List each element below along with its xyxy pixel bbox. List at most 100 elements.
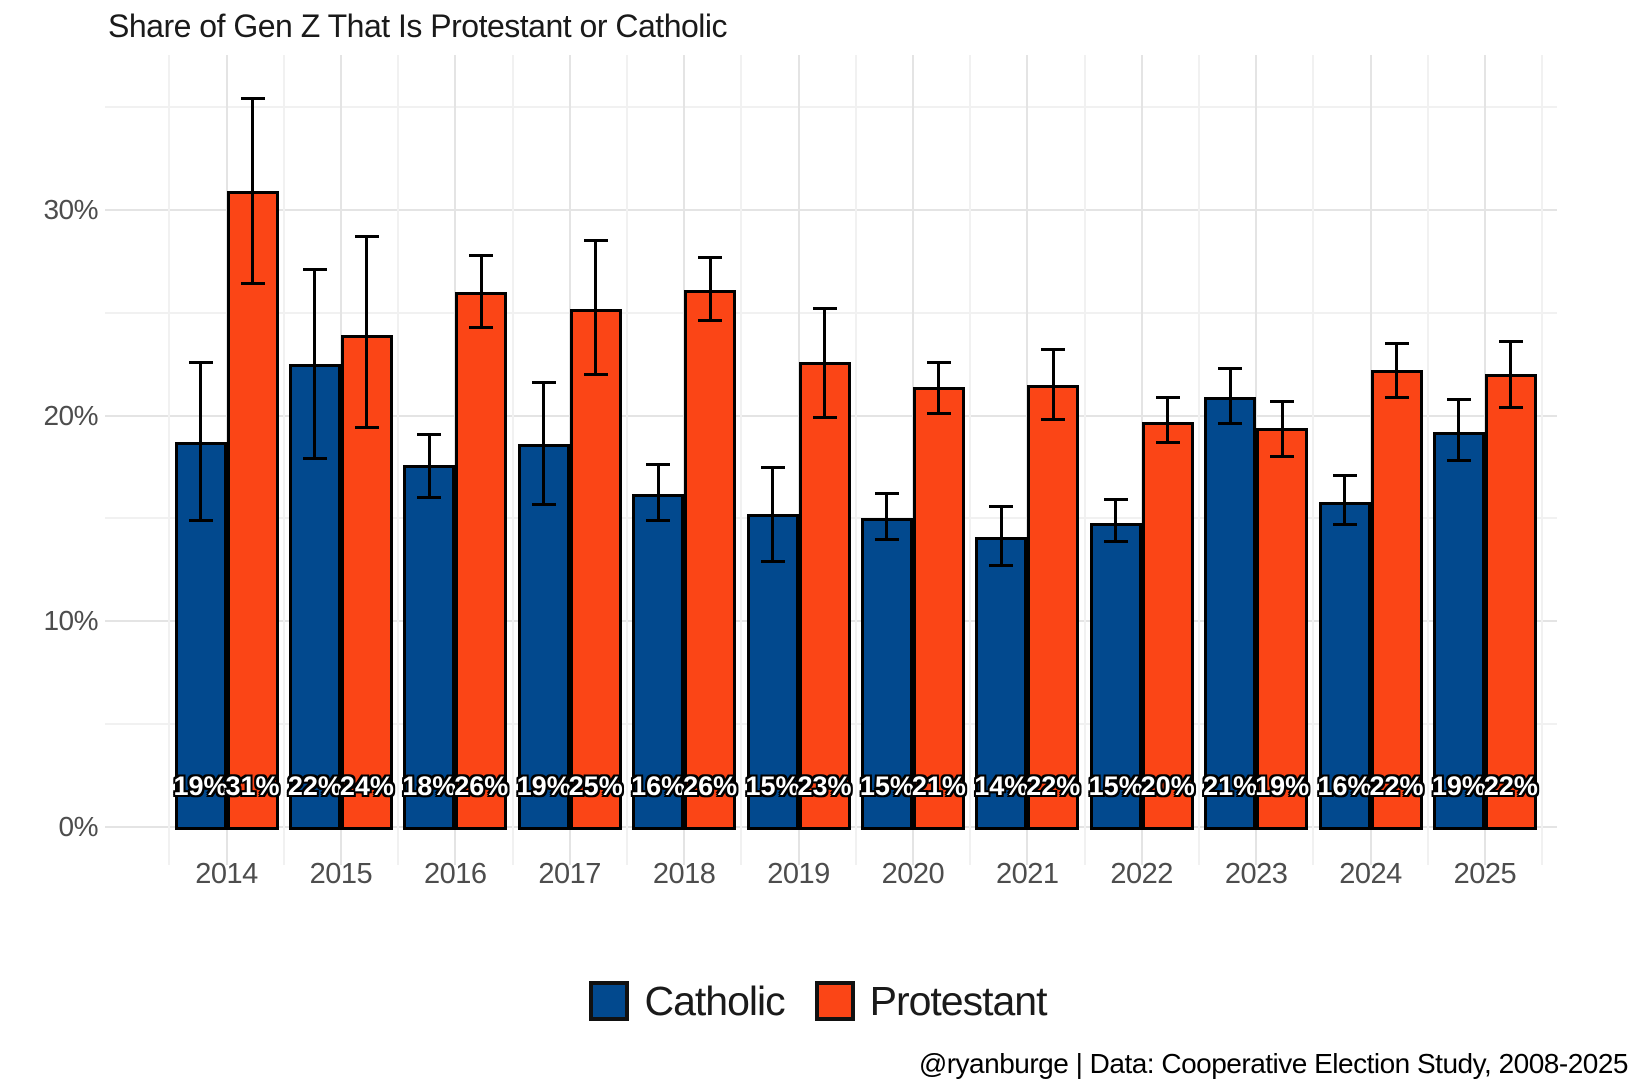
bar-value-label: 15%	[1088, 771, 1143, 801]
error-bar-cap	[1041, 418, 1066, 422]
x-tick-label: 2016	[424, 858, 487, 890]
error-bar-cap	[1270, 399, 1295, 403]
error-bar-cap	[302, 268, 327, 272]
error-bar-cap	[1332, 523, 1357, 527]
bar-catholic-2017	[517, 444, 570, 830]
error-bar-cap	[1446, 397, 1471, 401]
gridline-v-minor	[969, 55, 972, 865]
gridline-h-major	[105, 208, 1557, 211]
gridline-v-minor	[1426, 55, 1429, 865]
x-tick-label: 2017	[538, 858, 601, 890]
bar-protestant-2025	[1484, 374, 1537, 830]
error-bar-line	[1114, 499, 1118, 542]
bar-protestant-2021	[1027, 384, 1080, 830]
x-tick-label: 2020	[881, 858, 945, 890]
plot-panel: 19% 31% 22% 24% 18% 26% 19% 25% 16% 26% 15% 23% 15% 2…	[105, 55, 1557, 865]
bar-value-label: 18%	[402, 771, 457, 801]
gridline-v-minor	[282, 55, 285, 865]
error-bar-line	[594, 240, 598, 375]
x-tick-label: 2025	[1453, 858, 1517, 890]
y-tick-label: 20%	[43, 399, 98, 431]
error-bar-cap	[354, 235, 379, 239]
bar-value-label: 19%	[173, 771, 228, 801]
error-bar-cap	[469, 325, 494, 329]
bar-value-label: 20%	[1140, 771, 1195, 801]
error-bar-cap	[583, 239, 608, 243]
legend-swatch-protestant	[814, 981, 855, 1021]
error-bar-line	[479, 255, 483, 328]
error-bar-cap	[760, 560, 785, 564]
legend-label: Protestant	[869, 977, 1048, 1024]
error-bar-cap	[1446, 459, 1471, 463]
bar-protestant-2016	[455, 292, 508, 830]
bar-value-label: 24%	[339, 771, 394, 801]
bar-catholic-2018	[632, 493, 685, 830]
error-bar-line	[708, 257, 712, 321]
gridline-v-minor	[740, 55, 743, 865]
bar-catholic-2021	[975, 536, 1028, 830]
error-bar-line	[1509, 341, 1513, 408]
error-bar-cap	[1332, 473, 1357, 477]
bar-catholic-2023	[1204, 397, 1257, 830]
error-bar-line	[823, 308, 826, 418]
error-bar-cap	[1498, 340, 1523, 344]
legend-item-catholic: Catholic	[589, 978, 786, 1025]
x-tick-label: 2022	[1110, 858, 1173, 890]
x-tick-label: 2021	[996, 858, 1059, 890]
bar-protestant-2019	[798, 362, 851, 830]
gridline-v-minor	[854, 55, 857, 865]
error-bar-cap	[1384, 395, 1409, 399]
error-bar-cap	[874, 537, 899, 541]
y-tick-label: 30%	[43, 193, 98, 225]
error-bar-cap	[469, 253, 494, 257]
bar-value-label: 26%	[683, 771, 738, 801]
bar-protestant-2023	[1256, 427, 1309, 830]
x-tick-label: 2023	[1224, 858, 1288, 890]
bar-protestant-2017	[569, 308, 622, 830]
x-tick-label: 2015	[309, 858, 373, 890]
error-bar-line	[199, 362, 202, 521]
error-bar-cap	[812, 307, 837, 311]
error-bar-cap	[188, 360, 213, 364]
bar-protestant-2022	[1141, 421, 1194, 830]
y-tick-label: 0%	[58, 811, 99, 842]
error-bar-line	[1051, 349, 1055, 420]
error-bar-cap	[989, 504, 1014, 508]
error-bar-line	[885, 493, 889, 540]
error-bar-cap	[926, 360, 951, 364]
gridline-v-minor	[397, 55, 400, 865]
bar-value-label: 23%	[797, 771, 852, 801]
error-bar-cap	[583, 372, 608, 376]
bar-value-label: 21%	[1203, 771, 1258, 801]
bar-value-label: 22%	[1026, 771, 1081, 801]
error-bar-line	[1395, 343, 1398, 398]
error-bar-cap	[240, 282, 265, 286]
bar-catholic-2015	[288, 364, 341, 830]
error-bar-cap	[989, 564, 1014, 568]
error-bar-cap	[1218, 422, 1243, 426]
bar-catholic-2019	[746, 514, 799, 830]
legend: Catholic Protestant	[0, 972, 1636, 1030]
error-bar-cap	[926, 412, 951, 416]
legend-swatch-catholic	[589, 981, 630, 1021]
error-bar-line	[656, 464, 660, 521]
gridline-v-minor	[1312, 55, 1315, 865]
bar-protestant-2014	[226, 191, 279, 830]
x-tick-label: 2019	[767, 858, 830, 890]
error-bar-cap	[1270, 455, 1295, 459]
error-bar-line	[999, 506, 1003, 566]
error-bar-cap	[698, 255, 723, 259]
bar-value-label: 19%	[516, 771, 571, 801]
error-bar-cap	[1498, 405, 1523, 409]
bar-catholic-2024	[1318, 501, 1371, 830]
bar-catholic-2025	[1432, 432, 1485, 830]
gridline-h-minor	[105, 106, 1557, 109]
gridline-v-minor	[625, 55, 628, 865]
bar-value-label: 21%	[911, 771, 966, 801]
error-bar-line	[313, 269, 317, 459]
error-bar-cap	[1041, 348, 1066, 352]
bar-value-label: 31%	[225, 771, 280, 801]
gridline-v-minor	[1083, 55, 1086, 865]
legend-item-protestant: Protestant	[814, 977, 1048, 1025]
error-bar-cap	[1218, 366, 1243, 370]
